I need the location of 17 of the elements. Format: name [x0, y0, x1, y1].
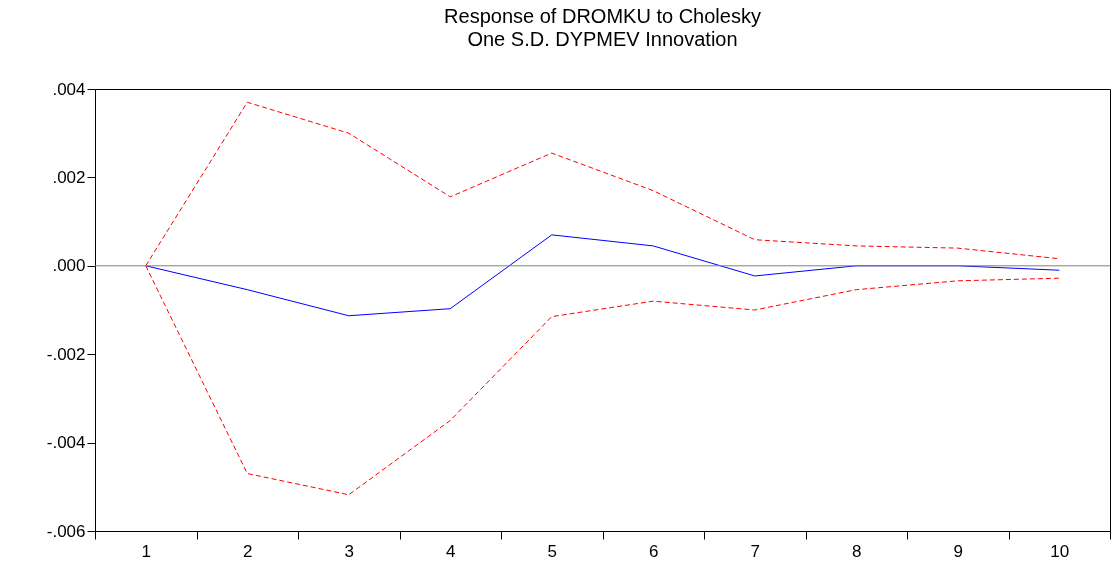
chart-title: Response of DROMKU to Cholesky One S.D. DYPMEV Innovation: [444, 5, 761, 50]
x-tick-label: 8: [852, 541, 862, 561]
x-tick-label: 1: [141, 541, 151, 561]
y-tick-label: .002: [52, 167, 86, 187]
y-tick-label: -.002: [46, 344, 86, 364]
x-tick-label: 2: [243, 541, 253, 561]
x-tick-label: 10: [1050, 541, 1070, 561]
y-tick-label: -.006: [46, 521, 86, 541]
x-tick-label: 7: [750, 541, 760, 561]
y-tick-label: .004: [52, 79, 86, 99]
x-tick-label: 9: [953, 541, 963, 561]
y-tick-label: .000: [52, 256, 86, 276]
x-tick-label: 5: [547, 541, 557, 561]
x-tick-label: 3: [344, 541, 354, 561]
y-tick-label: -.004: [46, 433, 86, 453]
x-tick-label: 6: [649, 541, 659, 561]
x-tick-label: 4: [446, 541, 456, 561]
